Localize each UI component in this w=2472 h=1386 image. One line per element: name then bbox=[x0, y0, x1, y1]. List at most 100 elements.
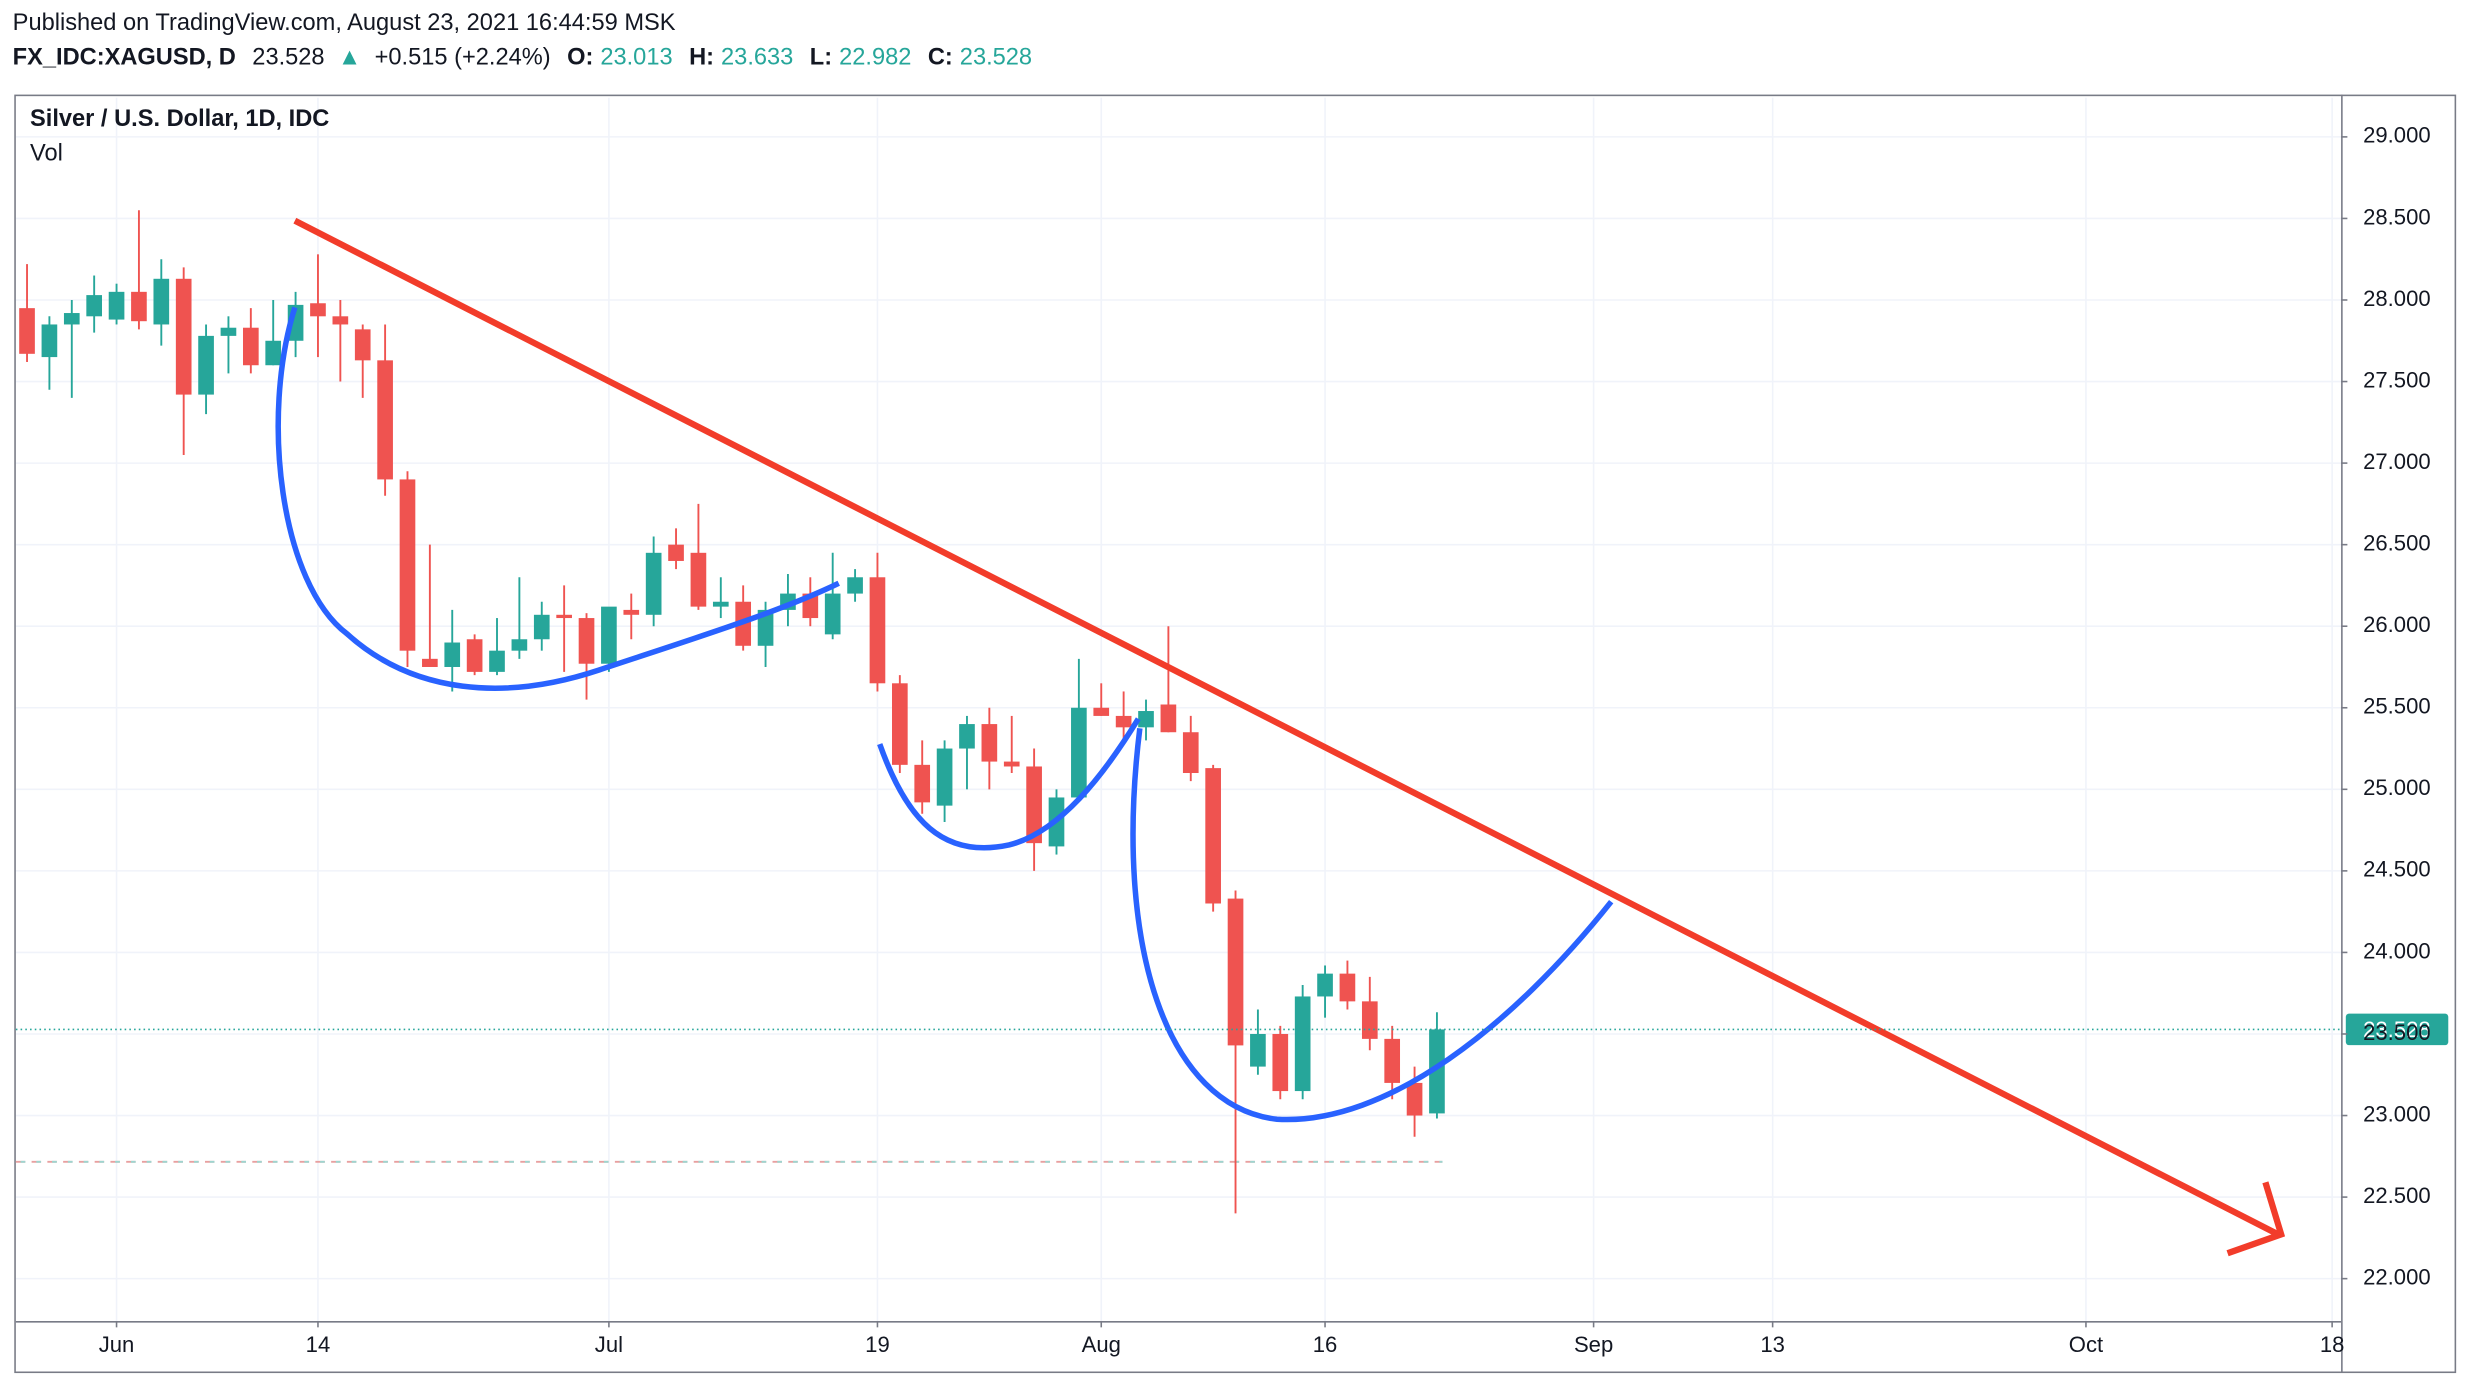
change: +0.515 (+2.24%) bbox=[375, 45, 551, 71]
candle-body bbox=[578, 618, 595, 664]
volume-label: Vol bbox=[30, 141, 63, 167]
candle-body bbox=[41, 324, 58, 358]
y-tick-label: 27.500 bbox=[2363, 367, 2430, 392]
trend-line bbox=[293, 217, 2280, 1238]
candle-body bbox=[1138, 711, 1154, 728]
y-tick-label: 22.000 bbox=[2363, 1264, 2430, 1289]
candle-body bbox=[511, 639, 528, 651]
candle bbox=[668, 528, 684, 570]
candle bbox=[556, 585, 572, 672]
x-tick-label: Aug bbox=[1082, 1332, 1121, 1357]
candle bbox=[511, 577, 528, 659]
y-tick-label: 24.500 bbox=[2363, 857, 2430, 882]
candle bbox=[377, 324, 393, 496]
candle bbox=[1384, 1025, 1401, 1100]
candle-body bbox=[712, 601, 729, 607]
cup-curve-3 bbox=[1130, 727, 1614, 1123]
candle bbox=[131, 210, 147, 330]
candle-body bbox=[86, 295, 103, 317]
candle bbox=[332, 299, 349, 382]
candle bbox=[1317, 965, 1333, 1018]
candle bbox=[399, 471, 416, 667]
candle bbox=[1026, 748, 1042, 871]
symbol: FX_IDC:XAGUSD, D bbox=[13, 45, 236, 71]
candle bbox=[1160, 626, 1177, 733]
candle-body bbox=[556, 614, 572, 619]
candle bbox=[175, 267, 192, 455]
x-tick-label: 14 bbox=[306, 1332, 331, 1357]
candle-body bbox=[1115, 715, 1132, 728]
candle-body bbox=[981, 724, 998, 762]
cup-curve-1 bbox=[275, 306, 840, 691]
y-tick-label: 22.500 bbox=[2363, 1183, 2430, 1208]
last-price: 23.528 bbox=[252, 45, 324, 71]
y-tick-label: 26.500 bbox=[2363, 530, 2430, 555]
candle bbox=[108, 283, 125, 325]
candle bbox=[489, 618, 505, 676]
candle bbox=[265, 299, 282, 366]
candle bbox=[645, 536, 662, 627]
y-tick-label: 23.000 bbox=[2363, 1101, 2430, 1126]
low-value: 22.982 bbox=[839, 45, 911, 71]
candle bbox=[869, 552, 886, 692]
y-tick-label: 29.000 bbox=[2363, 123, 2430, 148]
candle bbox=[533, 601, 550, 651]
y-tick-label: 23.500 bbox=[2363, 1020, 2430, 1045]
candle-body bbox=[914, 764, 931, 803]
candle-body bbox=[959, 724, 975, 749]
candle-body bbox=[869, 577, 886, 684]
close-value: 23.528 bbox=[960, 45, 1032, 71]
open-label: O: bbox=[567, 45, 593, 71]
candle-body bbox=[936, 748, 953, 806]
candle-body bbox=[1384, 1038, 1401, 1083]
candle-body bbox=[1429, 1029, 1445, 1114]
candle bbox=[578, 613, 595, 700]
candle-body bbox=[63, 313, 80, 325]
candle-body bbox=[489, 650, 505, 672]
up-arrow: ▲ bbox=[338, 45, 361, 71]
open-value: 23.013 bbox=[600, 45, 672, 71]
published-line: Published on TradingView.com, August 23,… bbox=[13, 10, 676, 36]
candle bbox=[802, 577, 819, 627]
frame bbox=[14, 94, 2457, 1374]
x-tick-label: Oct bbox=[2069, 1332, 2103, 1357]
candle-body bbox=[108, 291, 125, 320]
candle bbox=[153, 259, 170, 346]
candle-body bbox=[466, 639, 483, 672]
candle-body bbox=[153, 278, 170, 325]
candle-body bbox=[422, 658, 438, 667]
candle-body bbox=[645, 552, 662, 615]
last-price-label: 23.528 bbox=[2363, 1017, 2430, 1042]
candle-body bbox=[198, 335, 214, 395]
candle bbox=[847, 569, 863, 602]
candle bbox=[41, 316, 58, 390]
candle bbox=[1003, 715, 1020, 774]
candle bbox=[690, 503, 707, 610]
candle bbox=[242, 308, 259, 374]
last-price-marker bbox=[2345, 1013, 2449, 1046]
candle-body bbox=[242, 327, 259, 366]
candle bbox=[86, 275, 103, 333]
candle bbox=[712, 577, 729, 619]
candle-body bbox=[690, 552, 707, 607]
candle bbox=[601, 606, 617, 672]
candle-body bbox=[1294, 996, 1311, 1092]
candle-body bbox=[847, 577, 863, 594]
candle-body bbox=[354, 329, 371, 361]
candle bbox=[354, 324, 371, 398]
y-tick-label: 28.000 bbox=[2363, 286, 2430, 311]
candle-body bbox=[1003, 761, 1020, 767]
cup-curve-2 bbox=[877, 717, 1141, 851]
candle-body bbox=[601, 606, 617, 664]
candle-body bbox=[399, 479, 416, 651]
candle-body bbox=[533, 614, 550, 640]
candle-body bbox=[131, 291, 147, 322]
candle-body bbox=[668, 544, 684, 561]
trend-arrowhead bbox=[2226, 1181, 2286, 1257]
symbol-line: FX_IDC:XAGUSD, D 23.528 ▲ +0.515 (+2.24%… bbox=[13, 43, 1032, 71]
candle bbox=[466, 634, 483, 676]
x-tick-label: 18 bbox=[2320, 1332, 2345, 1357]
candle bbox=[422, 544, 438, 667]
candle bbox=[914, 740, 931, 814]
candle bbox=[1361, 976, 1378, 1051]
